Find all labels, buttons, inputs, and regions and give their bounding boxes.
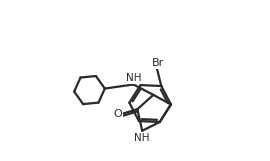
Text: NH: NH bbox=[126, 73, 142, 83]
Text: O: O bbox=[114, 109, 123, 119]
Text: NH: NH bbox=[134, 133, 150, 143]
Text: Br: Br bbox=[152, 58, 164, 68]
